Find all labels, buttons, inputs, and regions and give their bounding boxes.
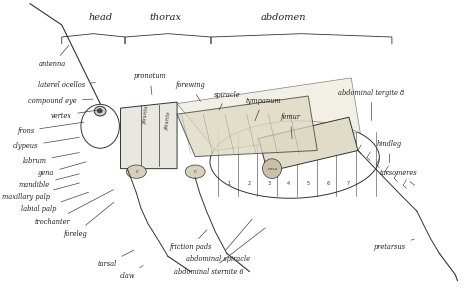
Text: pleurite: pleurite xyxy=(142,104,149,124)
Circle shape xyxy=(185,165,205,178)
Ellipse shape xyxy=(210,121,379,198)
Circle shape xyxy=(127,165,146,178)
Text: trochanter: trochanter xyxy=(35,190,114,226)
Text: tarsomeres: tarsomeres xyxy=(380,169,418,185)
Text: 5: 5 xyxy=(307,181,310,186)
Text: 1: 1 xyxy=(228,181,231,186)
Polygon shape xyxy=(120,102,177,169)
Text: c: c xyxy=(194,169,197,174)
Text: femur: femur xyxy=(280,113,300,139)
Text: tarsal: tarsal xyxy=(97,250,134,268)
Text: compound eye: compound eye xyxy=(28,97,93,105)
Text: laterel ocellos: laterel ocellos xyxy=(38,81,95,89)
Text: coxa: coxa xyxy=(268,167,278,171)
Ellipse shape xyxy=(94,106,106,116)
Ellipse shape xyxy=(81,104,119,148)
Text: labial palp: labial palp xyxy=(21,192,89,213)
Text: claw: claw xyxy=(119,265,143,280)
Text: hindleg: hindleg xyxy=(377,140,402,163)
Text: abdomen: abdomen xyxy=(261,13,306,22)
Text: pleurite: pleurite xyxy=(164,110,172,130)
Text: head: head xyxy=(88,13,112,22)
Text: 6: 6 xyxy=(327,181,330,186)
Text: pronotum: pronotum xyxy=(134,72,166,95)
Polygon shape xyxy=(258,117,358,172)
Polygon shape xyxy=(177,96,317,157)
Text: clypeus: clypeus xyxy=(13,137,79,150)
Text: frons: frons xyxy=(17,122,84,135)
Text: c: c xyxy=(136,169,138,174)
Text: vertex: vertex xyxy=(51,110,98,120)
Text: abdominal sternite 6: abdominal sternite 6 xyxy=(174,228,265,275)
Polygon shape xyxy=(177,78,360,150)
Text: foreleg: foreleg xyxy=(64,202,114,238)
Text: maxillary palp: maxillary palp xyxy=(1,183,79,201)
Text: 7: 7 xyxy=(346,181,350,186)
Text: pretarsus: pretarsus xyxy=(374,239,414,251)
Text: labrum: labrum xyxy=(23,153,79,165)
Text: 3: 3 xyxy=(267,181,271,186)
Text: gena: gena xyxy=(38,162,86,177)
Text: spiracle: spiracle xyxy=(213,91,240,110)
Text: antenna: antenna xyxy=(39,45,69,68)
Text: thorax: thorax xyxy=(150,13,182,22)
Ellipse shape xyxy=(263,159,282,178)
Text: 2: 2 xyxy=(247,181,251,186)
Text: forewing: forewing xyxy=(176,81,206,101)
Ellipse shape xyxy=(97,109,102,113)
Text: friction pads: friction pads xyxy=(169,230,212,251)
Text: 4: 4 xyxy=(287,181,291,186)
Text: abdominal spiracle: abdominal spiracle xyxy=(186,219,252,264)
Text: mandible: mandible xyxy=(19,174,79,189)
Text: abdominal tergite 8: abdominal tergite 8 xyxy=(338,89,405,120)
Text: tympanum: tympanum xyxy=(245,97,281,121)
